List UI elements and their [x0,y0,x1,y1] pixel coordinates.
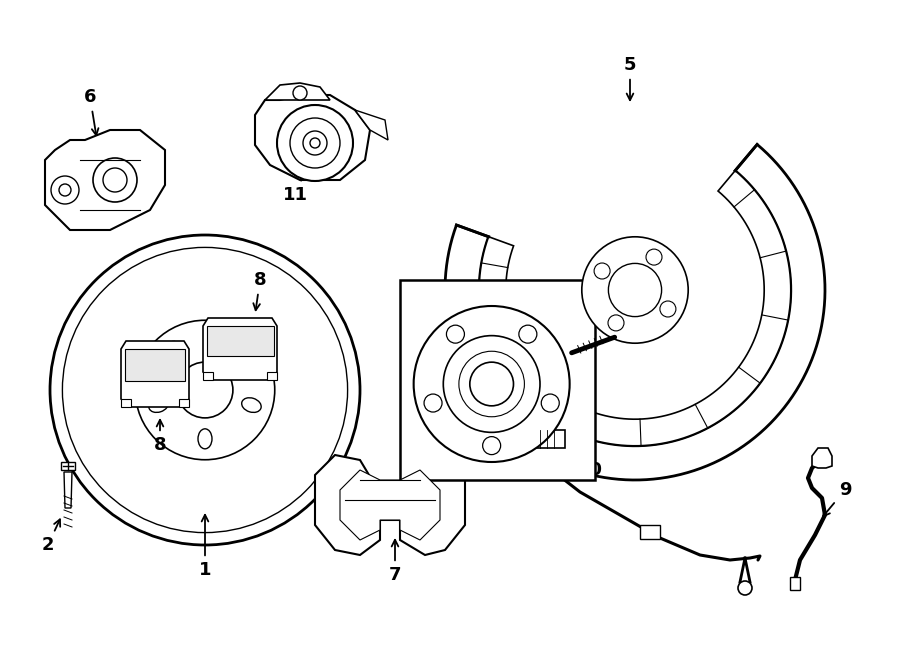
Circle shape [581,237,688,343]
Polygon shape [121,341,189,407]
Ellipse shape [148,398,168,412]
Circle shape [608,315,624,331]
Circle shape [293,86,307,100]
Bar [121,399,131,407]
Text: 9: 9 [824,481,851,516]
Text: 8: 8 [154,420,166,454]
Text: 7: 7 [389,540,401,584]
Ellipse shape [242,398,261,412]
Bar [179,399,189,407]
Bar [640,525,660,539]
Text: 3: 3 [491,259,503,277]
Bar [207,326,274,356]
Bar [537,430,565,448]
Polygon shape [61,462,75,470]
Polygon shape [445,144,825,480]
Circle shape [424,394,442,412]
Text: 2: 2 [41,520,60,554]
Circle shape [290,118,340,168]
Ellipse shape [198,429,212,449]
Polygon shape [340,470,440,540]
Polygon shape [315,455,465,555]
Circle shape [446,325,464,343]
Text: 1: 1 [199,515,212,579]
Text: 4: 4 [513,348,551,389]
Text: 5: 5 [624,56,636,100]
Circle shape [277,105,353,181]
Polygon shape [265,83,330,100]
Text: 8: 8 [253,271,266,310]
Circle shape [93,158,137,202]
Polygon shape [64,472,72,508]
Polygon shape [479,171,791,446]
Circle shape [519,325,537,343]
Circle shape [608,263,662,316]
Bar [125,349,185,381]
Polygon shape [355,110,388,140]
Polygon shape [812,448,832,468]
Circle shape [541,394,559,412]
Bar [267,372,277,380]
Bar [400,280,595,480]
Circle shape [470,362,514,406]
Text: 11: 11 [283,164,309,204]
Text: 10: 10 [559,451,602,479]
Polygon shape [790,577,800,590]
Circle shape [59,184,71,196]
Bar [203,372,213,380]
Circle shape [177,362,233,418]
Ellipse shape [168,342,184,359]
Circle shape [444,336,540,432]
Circle shape [646,249,662,265]
Text: 6: 6 [84,88,98,135]
Circle shape [482,437,500,455]
Circle shape [310,138,320,148]
Circle shape [51,176,79,204]
Circle shape [660,301,676,317]
Polygon shape [203,318,277,380]
Circle shape [414,306,570,462]
Circle shape [738,581,752,595]
Circle shape [103,168,127,192]
Polygon shape [255,95,370,180]
Circle shape [594,263,610,279]
Ellipse shape [226,342,242,359]
Circle shape [303,131,327,155]
Polygon shape [45,130,165,230]
